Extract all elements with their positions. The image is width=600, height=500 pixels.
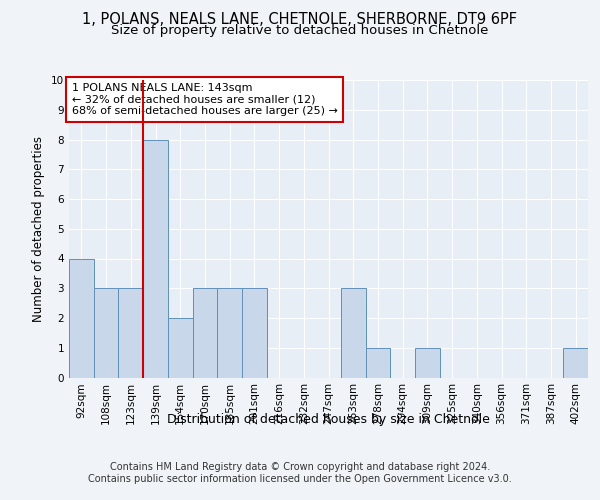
Bar: [193, 288, 217, 378]
Y-axis label: Number of detached properties: Number of detached properties: [32, 136, 46, 322]
Bar: [94, 288, 118, 378]
Bar: [365, 348, 390, 378]
Bar: [118, 288, 143, 378]
Bar: [563, 348, 588, 378]
Bar: [415, 348, 440, 378]
Bar: [168, 318, 193, 378]
Text: 1, POLANS, NEALS LANE, CHETNOLE, SHERBORNE, DT9 6PF: 1, POLANS, NEALS LANE, CHETNOLE, SHERBOR…: [83, 12, 517, 28]
Text: Distribution of detached houses by size in Chetnole: Distribution of detached houses by size …: [167, 412, 490, 426]
Text: 1 POLANS NEALS LANE: 143sqm
← 32% of detached houses are smaller (12)
68% of sem: 1 POLANS NEALS LANE: 143sqm ← 32% of det…: [71, 83, 337, 116]
Text: Contains HM Land Registry data © Crown copyright and database right 2024.
Contai: Contains HM Land Registry data © Crown c…: [88, 462, 512, 484]
Bar: [143, 140, 168, 378]
Bar: [69, 258, 94, 378]
Bar: [217, 288, 242, 378]
Bar: [242, 288, 267, 378]
Text: Size of property relative to detached houses in Chetnole: Size of property relative to detached ho…: [112, 24, 488, 37]
Bar: [341, 288, 365, 378]
